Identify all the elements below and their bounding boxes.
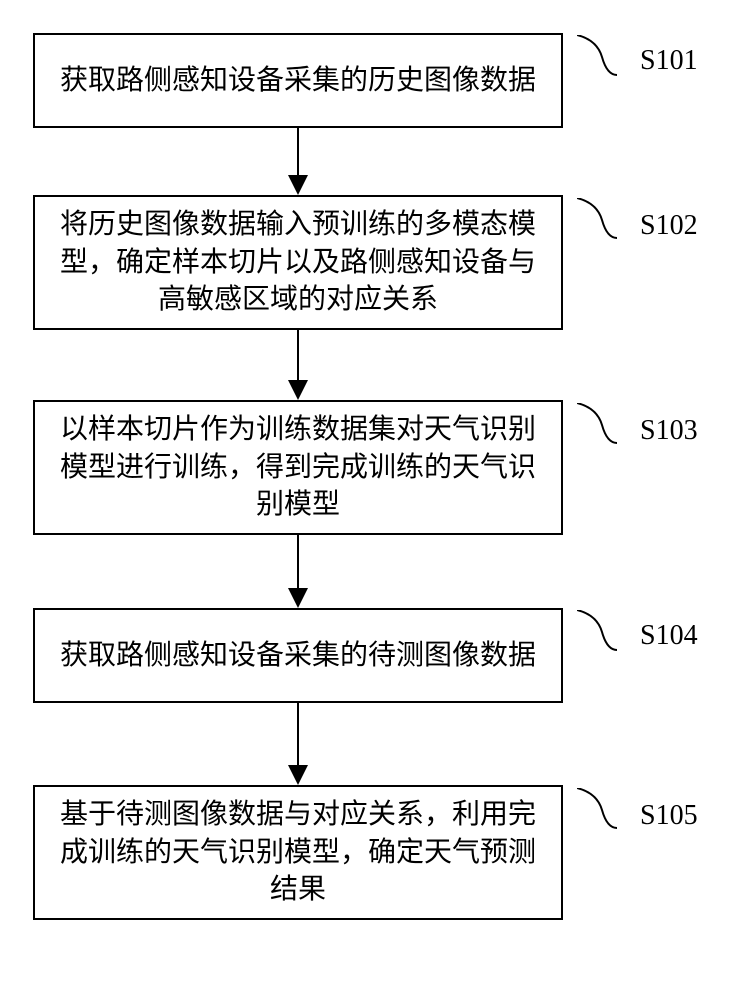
step-s105: 基于待测图像数据与对应关系，利用完成训练的天气识别模型，确定天气预测结果 xyxy=(33,785,563,920)
step-text: 基于待测图像数据与对应关系，利用完成训练的天气识别模型，确定天气预测结果 xyxy=(49,796,547,909)
step-text: 以样本切片作为训练数据集对天气识别模型进行训练，得到完成训练的天气识别模型 xyxy=(49,411,547,524)
step-text: 获取路侧感知设备采集的待测图像数据 xyxy=(60,637,536,675)
step-s102: 将历史图像数据输入预训练的多模态模型，确定样本切片以及路侧感知设备与高敏感区域的… xyxy=(33,195,563,330)
step-label-s104: S104 xyxy=(640,620,698,652)
step-label-s101: S101 xyxy=(640,45,698,77)
step-s104: 获取路侧感知设备采集的待测图像数据 xyxy=(33,608,563,703)
step-s103: 以样本切片作为训练数据集对天气识别模型进行训练，得到完成训练的天气识别模型 xyxy=(33,400,563,535)
step-text: 获取路侧感知设备采集的历史图像数据 xyxy=(60,62,536,100)
step-text: 将历史图像数据输入预训练的多模态模型，确定样本切片以及路侧感知设备与高敏感区域的… xyxy=(49,206,547,319)
brace-s104 xyxy=(577,610,617,665)
flowchart-container: 获取路侧感知设备采集的历史图像数据 S101 将历史图像数据输入预训练的多模态模… xyxy=(0,0,750,1000)
brace-s103 xyxy=(577,403,617,458)
step-label-s102: S102 xyxy=(640,210,698,242)
brace-s102 xyxy=(577,198,617,253)
step-s101: 获取路侧感知设备采集的历史图像数据 xyxy=(33,33,563,128)
brace-s101 xyxy=(577,35,617,90)
step-label-s105: S105 xyxy=(640,800,698,832)
step-label-s103: S103 xyxy=(640,415,698,447)
brace-s105 xyxy=(577,788,617,843)
